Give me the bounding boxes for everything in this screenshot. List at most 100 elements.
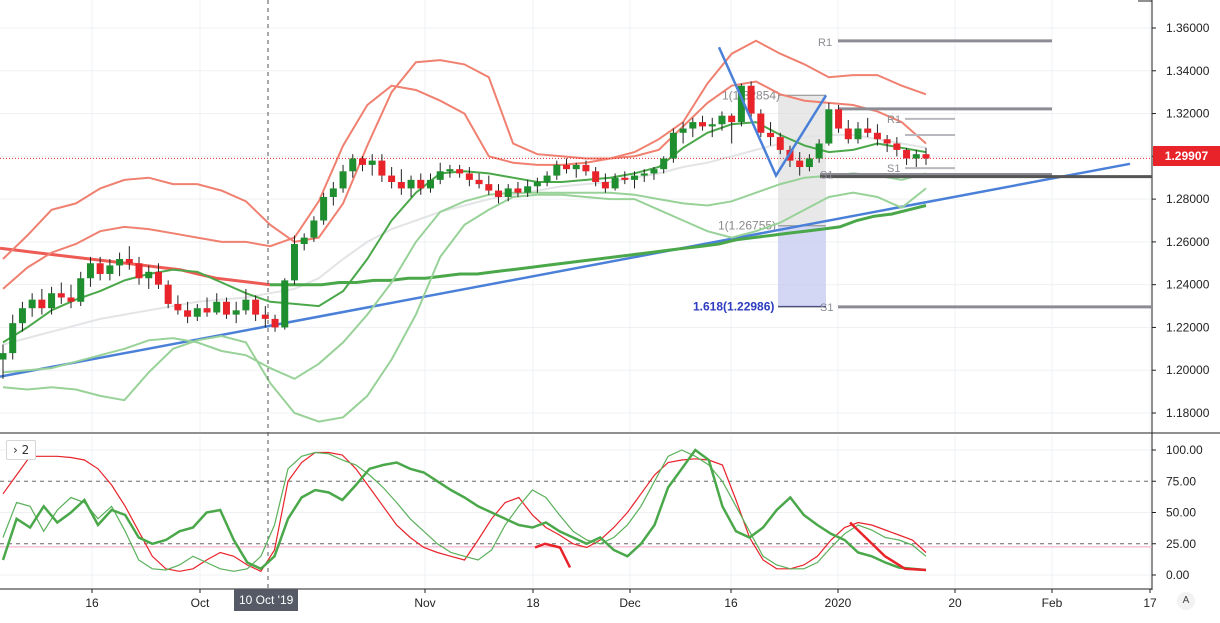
candle[interactable] [864, 117, 872, 138]
candle[interactable] [524, 179, 532, 197]
candle[interactable] [397, 169, 405, 195]
candle[interactable] [903, 147, 911, 165]
candle[interactable] [135, 256, 143, 285]
candle[interactable] [514, 182, 522, 197]
candle[interactable] [844, 119, 852, 144]
candle[interactable] [48, 286, 56, 315]
candle[interactable] [310, 216, 318, 242]
candle[interactable] [232, 301, 240, 324]
candle[interactable] [426, 173, 434, 193]
candle[interactable] [718, 111, 726, 131]
candle[interactable] [533, 177, 541, 193]
candle[interactable] [106, 259, 114, 281]
candle[interactable] [640, 169, 648, 182]
candle[interactable] [815, 139, 823, 163]
candle[interactable] [213, 293, 221, 315]
candle[interactable] [757, 109, 765, 138]
candle[interactable] [825, 102, 833, 146]
candle[interactable] [922, 147, 930, 165]
candle[interactable] [456, 164, 464, 178]
candle[interactable] [582, 160, 590, 176]
price-axis[interactable]: 1.360001.340001.320001.300001.280001.260… [1152, 21, 1210, 420]
candle[interactable] [796, 152, 804, 176]
candle[interactable] [300, 233, 308, 251]
candle[interactable] [767, 122, 775, 146]
candle[interactable] [28, 293, 36, 317]
candle[interactable] [436, 162, 444, 185]
candle[interactable] [475, 173, 483, 189]
candle[interactable] [912, 149, 920, 168]
candle[interactable] [631, 171, 639, 189]
candle[interactable] [417, 173, 425, 195]
candle[interactable] [776, 132, 784, 155]
candle[interactable] [96, 256, 104, 281]
candle[interactable] [77, 271, 85, 307]
candle[interactable] [116, 252, 124, 277]
auto-scale-button[interactable]: A [1177, 592, 1195, 610]
candle[interactable] [125, 246, 133, 270]
candle[interactable] [368, 154, 376, 176]
candle[interactable] [465, 167, 473, 187]
candle[interactable] [883, 134, 891, 153]
candle[interactable] [290, 235, 298, 285]
candle[interactable] [388, 167, 396, 189]
candle[interactable] [601, 173, 609, 193]
candle[interactable] [893, 137, 901, 157]
candle[interactable] [261, 306, 269, 328]
candle[interactable] [339, 164, 347, 193]
candle[interactable] [747, 81, 755, 118]
candle[interactable] [164, 280, 172, 309]
candle[interactable] [854, 122, 862, 144]
candle[interactable] [563, 158, 571, 174]
candle[interactable] [154, 263, 162, 289]
candle[interactable] [18, 301, 26, 332]
candle[interactable] [67, 284, 75, 309]
candle[interactable] [378, 154, 386, 182]
candle[interactable] [669, 128, 677, 163]
candle[interactable] [495, 184, 503, 204]
candle[interactable] [621, 171, 629, 185]
pane-collapse-button[interactable]: › 2 [6, 440, 37, 460]
candle[interactable] [708, 117, 716, 138]
candle[interactable] [38, 288, 46, 315]
candle[interactable] [835, 105, 843, 133]
candle[interactable] [689, 117, 697, 138]
candle[interactable] [174, 295, 182, 315]
candle[interactable] [320, 192, 328, 225]
candle[interactable] [407, 175, 415, 197]
candle[interactable] [553, 160, 561, 180]
candle[interactable] [329, 182, 337, 206]
candle[interactable] [650, 167, 658, 180]
candle[interactable] [57, 282, 65, 304]
candle[interactable] [358, 156, 366, 172]
candle[interactable] [281, 278, 289, 330]
candle[interactable] [699, 115, 707, 131]
candle[interactable] [193, 303, 201, 322]
candle[interactable] [446, 164, 454, 178]
osc-axis[interactable]: 100.00 75.00 50.00 25.00 0.00 [1152, 443, 1203, 582]
candle[interactable] [349, 154, 357, 178]
candle[interactable] [86, 256, 94, 287]
candle[interactable] [485, 175, 493, 195]
candle[interactable] [805, 154, 813, 172]
candle[interactable] [504, 184, 512, 202]
candle[interactable] [252, 295, 260, 322]
candle[interactable] [222, 297, 230, 319]
candle[interactable] [737, 83, 745, 127]
candle[interactable] [611, 173, 619, 191]
candle[interactable] [728, 113, 736, 144]
candle[interactable] [543, 171, 551, 187]
candle[interactable] [9, 314, 17, 360]
candle[interactable] [0, 344, 7, 379]
zigzag-pattern[interactable] [717, 46, 828, 179]
candle[interactable] [242, 288, 250, 315]
time-axis[interactable]: 16 Oct Nov 18 Dec 16 2020 20 Feb 17 [85, 589, 1157, 610]
candle[interactable] [203, 297, 211, 317]
candle[interactable] [145, 265, 153, 289]
candle[interactable] [873, 124, 881, 146]
candle[interactable] [572, 162, 580, 178]
candle[interactable] [592, 167, 600, 187]
candle[interactable] [184, 301, 192, 324]
candle[interactable] [679, 122, 687, 144]
